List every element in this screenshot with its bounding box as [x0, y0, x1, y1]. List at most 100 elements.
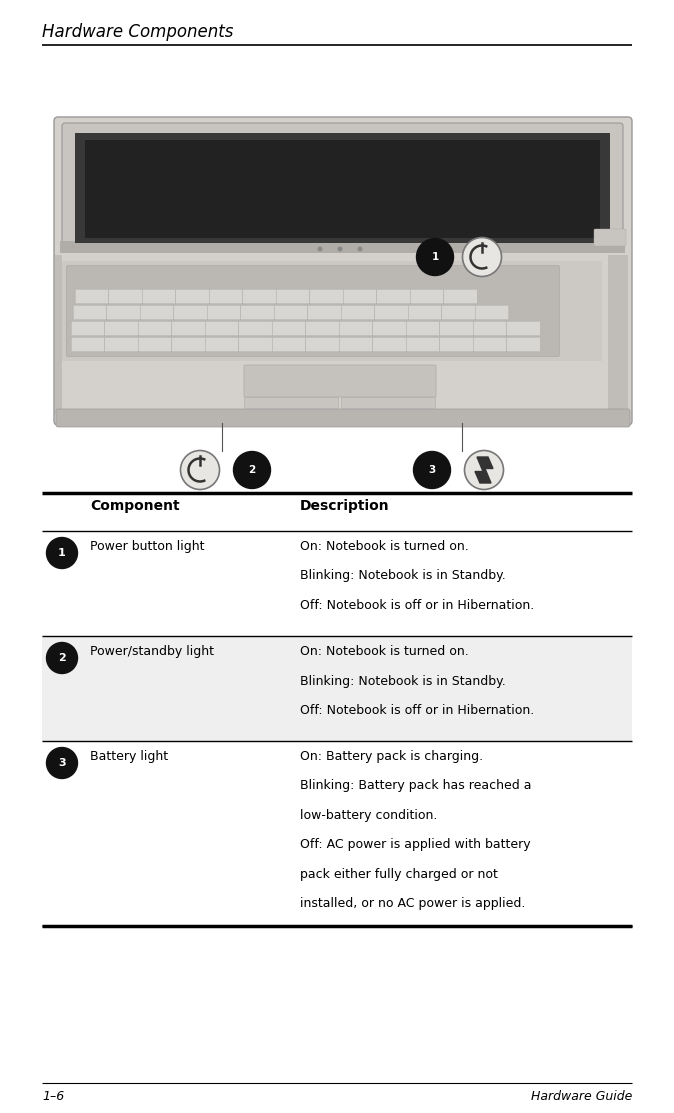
- Text: Blinking: Battery pack has reached a: Blinking: Battery pack has reached a: [300, 779, 532, 792]
- Circle shape: [417, 238, 454, 276]
- FancyBboxPatch shape: [207, 305, 241, 319]
- Circle shape: [317, 246, 322, 252]
- FancyBboxPatch shape: [341, 305, 375, 319]
- FancyBboxPatch shape: [85, 140, 600, 238]
- Text: Component: Component: [90, 499, 180, 513]
- FancyBboxPatch shape: [272, 337, 306, 352]
- FancyBboxPatch shape: [138, 322, 172, 336]
- Circle shape: [414, 452, 450, 489]
- Polygon shape: [475, 457, 493, 483]
- Text: Power button light: Power button light: [90, 540, 204, 553]
- FancyBboxPatch shape: [104, 322, 138, 336]
- FancyBboxPatch shape: [373, 337, 406, 352]
- FancyBboxPatch shape: [272, 322, 306, 336]
- FancyBboxPatch shape: [209, 289, 243, 304]
- Circle shape: [181, 451, 220, 490]
- FancyBboxPatch shape: [104, 337, 138, 352]
- Circle shape: [338, 246, 342, 252]
- Text: Off: Notebook is off or in Hibernation.: Off: Notebook is off or in Hibernation.: [300, 705, 534, 717]
- FancyBboxPatch shape: [174, 305, 208, 319]
- Text: Battery light: Battery light: [90, 750, 168, 764]
- FancyBboxPatch shape: [274, 305, 308, 319]
- FancyBboxPatch shape: [106, 305, 140, 319]
- FancyBboxPatch shape: [439, 337, 473, 352]
- FancyBboxPatch shape: [205, 322, 239, 336]
- Text: 2: 2: [58, 653, 66, 663]
- Text: installed, or no AC power is applied.: installed, or no AC power is applied.: [300, 897, 525, 910]
- Text: 1: 1: [431, 252, 439, 262]
- FancyBboxPatch shape: [306, 337, 339, 352]
- Text: On: Battery pack is charging.: On: Battery pack is charging.: [300, 750, 483, 764]
- FancyBboxPatch shape: [172, 337, 206, 352]
- Text: low-battery condition.: low-battery condition.: [300, 809, 437, 823]
- FancyBboxPatch shape: [245, 397, 338, 408]
- FancyBboxPatch shape: [62, 262, 602, 361]
- FancyBboxPatch shape: [42, 636, 632, 741]
- Circle shape: [47, 538, 78, 569]
- FancyBboxPatch shape: [239, 322, 272, 336]
- FancyBboxPatch shape: [339, 337, 373, 352]
- Circle shape: [47, 748, 78, 778]
- FancyBboxPatch shape: [309, 289, 343, 304]
- FancyBboxPatch shape: [55, 255, 62, 413]
- Text: Description: Description: [300, 499, 390, 513]
- FancyBboxPatch shape: [67, 266, 559, 356]
- FancyBboxPatch shape: [75, 289, 109, 304]
- FancyBboxPatch shape: [473, 337, 507, 352]
- FancyBboxPatch shape: [56, 408, 630, 427]
- FancyBboxPatch shape: [373, 322, 406, 336]
- FancyBboxPatch shape: [439, 322, 473, 336]
- FancyBboxPatch shape: [239, 337, 272, 352]
- FancyBboxPatch shape: [342, 397, 435, 408]
- FancyBboxPatch shape: [507, 322, 541, 336]
- FancyBboxPatch shape: [176, 289, 210, 304]
- Circle shape: [464, 451, 503, 490]
- FancyBboxPatch shape: [109, 289, 142, 304]
- Text: On: Notebook is turned on.: On: Notebook is turned on.: [300, 646, 468, 658]
- FancyBboxPatch shape: [138, 337, 172, 352]
- Text: 1–6: 1–6: [42, 1090, 64, 1103]
- Text: pack either fully charged or not: pack either fully charged or not: [300, 868, 498, 881]
- FancyBboxPatch shape: [75, 132, 610, 243]
- FancyBboxPatch shape: [244, 365, 436, 397]
- FancyBboxPatch shape: [276, 289, 310, 304]
- Text: Power/standby light: Power/standby light: [90, 646, 214, 658]
- FancyBboxPatch shape: [594, 229, 626, 246]
- Text: Blinking: Notebook is in Standby.: Blinking: Notebook is in Standby.: [300, 674, 506, 688]
- Text: Off: AC power is applied with battery: Off: AC power is applied with battery: [300, 838, 530, 851]
- Circle shape: [462, 237, 501, 276]
- FancyBboxPatch shape: [473, 322, 507, 336]
- Text: 3: 3: [429, 465, 435, 475]
- FancyBboxPatch shape: [406, 337, 440, 352]
- FancyBboxPatch shape: [375, 305, 408, 319]
- Text: Hardware Components: Hardware Components: [42, 23, 233, 41]
- Circle shape: [47, 642, 78, 673]
- FancyBboxPatch shape: [205, 337, 239, 352]
- Text: 3: 3: [58, 758, 66, 768]
- FancyBboxPatch shape: [507, 337, 541, 352]
- FancyBboxPatch shape: [54, 117, 632, 425]
- FancyBboxPatch shape: [441, 305, 475, 319]
- FancyBboxPatch shape: [42, 65, 632, 459]
- FancyBboxPatch shape: [71, 337, 104, 352]
- FancyBboxPatch shape: [306, 322, 339, 336]
- Circle shape: [233, 452, 270, 489]
- FancyBboxPatch shape: [71, 322, 104, 336]
- FancyBboxPatch shape: [475, 305, 509, 319]
- FancyBboxPatch shape: [308, 305, 341, 319]
- FancyBboxPatch shape: [608, 255, 628, 413]
- FancyBboxPatch shape: [377, 289, 410, 304]
- Text: 1: 1: [58, 548, 66, 558]
- FancyBboxPatch shape: [172, 322, 206, 336]
- Text: On: Notebook is turned on.: On: Notebook is turned on.: [300, 540, 468, 553]
- Text: Off: Notebook is off or in Hibernation.: Off: Notebook is off or in Hibernation.: [300, 599, 534, 612]
- Text: Blinking: Notebook is in Standby.: Blinking: Notebook is in Standby.: [300, 570, 506, 582]
- FancyBboxPatch shape: [73, 305, 106, 319]
- FancyBboxPatch shape: [241, 305, 274, 319]
- Text: Hardware Guide: Hardware Guide: [530, 1090, 632, 1103]
- FancyBboxPatch shape: [443, 289, 477, 304]
- FancyBboxPatch shape: [343, 289, 377, 304]
- FancyBboxPatch shape: [62, 124, 623, 252]
- FancyBboxPatch shape: [408, 305, 441, 319]
- Text: 2: 2: [249, 465, 255, 475]
